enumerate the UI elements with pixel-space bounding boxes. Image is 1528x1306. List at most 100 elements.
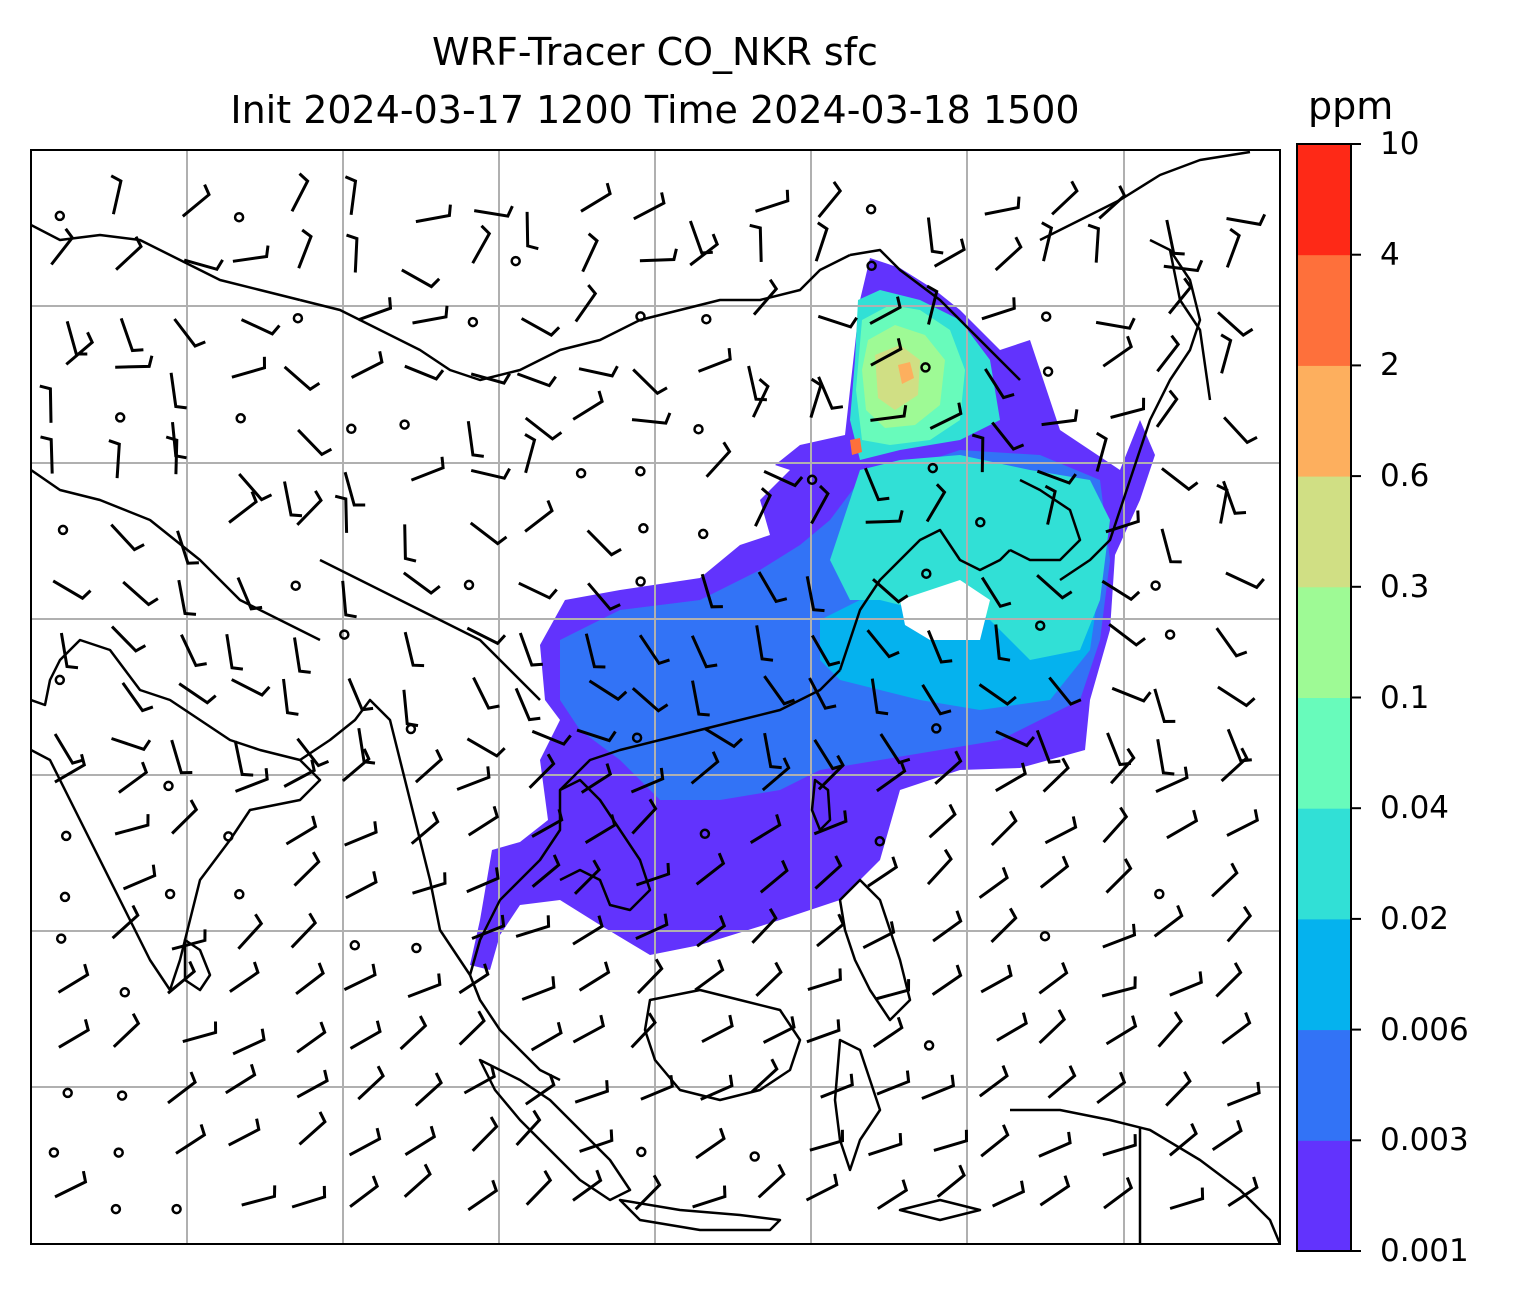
wind-barb	[110, 625, 147, 653]
wind-barb	[407, 973, 442, 999]
wind-barb	[572, 1169, 603, 1202]
calm-wind-marker	[114, 412, 126, 423]
wind-barb	[1220, 747, 1249, 783]
wind-barb	[639, 248, 678, 263]
wind-barb	[238, 473, 273, 502]
wind-barb	[584, 814, 617, 844]
wind-barb	[817, 314, 858, 329]
wind-barb	[817, 376, 844, 410]
calm-wind-marker	[223, 831, 234, 842]
wind-barb	[225, 633, 244, 671]
calm-wind-marker	[575, 468, 587, 479]
coastline-sri-lanka	[183, 938, 212, 992]
wind-barb	[572, 390, 604, 421]
wind-barb	[344, 175, 358, 215]
wind-barb	[820, 1073, 854, 1099]
calm-wind-marker	[1154, 888, 1165, 900]
wind-barb	[690, 751, 720, 785]
wind-barb	[763, 732, 782, 770]
wind-barb	[761, 757, 791, 792]
wind-barb	[749, 813, 782, 844]
wind-barb	[704, 727, 744, 749]
colorbar-band	[1297, 365, 1351, 477]
wind-barb	[971, 433, 985, 473]
calm-wind-marker	[59, 891, 71, 903]
wind-barb	[514, 687, 541, 722]
colorbar-band	[1297, 918, 1351, 1031]
wind-barb	[531, 729, 572, 746]
wind-barb	[531, 808, 564, 838]
wind-barb	[403, 524, 417, 563]
wind-barb	[759, 859, 789, 894]
wind-barb	[809, 1129, 845, 1152]
calm-wind-marker	[931, 723, 942, 734]
wind-barb	[176, 530, 199, 565]
wind-barb	[170, 739, 193, 775]
wind-barb	[868, 1133, 903, 1157]
wind-barb	[110, 523, 145, 552]
wind-barb	[995, 730, 1036, 748]
plume-band-0.02	[830, 455, 1110, 660]
wind-barb	[814, 855, 843, 890]
wind-barb	[925, 483, 947, 523]
wind-barb	[1226, 809, 1259, 837]
border-china-south	[319, 558, 541, 701]
wind-barb	[520, 317, 561, 337]
wind-barb	[1156, 334, 1181, 373]
wind-barb	[1102, 923, 1137, 949]
calm-wind-marker	[54, 674, 66, 686]
wind-barb	[933, 238, 966, 268]
wind-barb	[414, 748, 444, 784]
wind-barb	[111, 737, 152, 752]
wind-barb	[630, 1012, 657, 1049]
calm-wind-marker	[411, 942, 422, 954]
wind-barb	[1105, 858, 1133, 894]
wind-barb	[298, 1111, 327, 1146]
wind-barb	[183, 258, 224, 272]
wind-barb	[466, 420, 485, 458]
wind-barb	[640, 1075, 674, 1101]
calm-wind-marker	[463, 579, 475, 591]
wind-barb	[588, 679, 628, 702]
wind-barb	[110, 174, 123, 215]
wind-barb	[412, 305, 449, 325]
wind-barb	[866, 629, 900, 659]
wind-barb	[579, 1129, 614, 1153]
wind-barb	[282, 678, 299, 716]
wind-barb	[584, 633, 606, 669]
wind-barb	[1035, 729, 1061, 764]
coastline-sakhalin	[1168, 249, 1212, 401]
colorbar-tick-label: 2	[1380, 347, 1400, 384]
wind-barb	[990, 810, 1018, 847]
wind-barb	[171, 929, 207, 951]
wind-barb	[635, 862, 671, 887]
wind-barb	[1225, 227, 1241, 268]
wind-barb	[635, 913, 669, 940]
wind-barb	[1048, 676, 1082, 706]
colorbar-tick-label: 0.1	[1380, 679, 1430, 716]
wind-barb	[345, 870, 378, 900]
coastline-china-east	[838, 528, 1011, 671]
wind-barb	[414, 1072, 443, 1107]
wind-barb	[1153, 688, 1176, 724]
colorbar-tick-label: 0.3	[1380, 568, 1430, 605]
wind-barb	[573, 859, 601, 895]
wind-barb	[872, 1016, 904, 1049]
coastline-indochina	[468, 778, 652, 976]
wind-barb	[1109, 747, 1136, 785]
wind-barb	[231, 356, 267, 379]
wind-barb	[755, 625, 774, 662]
wind-barb	[415, 204, 452, 224]
wind-barb	[115, 355, 154, 369]
wind-barb	[574, 284, 598, 323]
wind-barb	[1051, 180, 1079, 216]
wind-barb	[1098, 185, 1127, 220]
wind-barb	[1111, 686, 1152, 703]
border-china-mongolia	[299, 253, 851, 382]
wind-barb	[241, 1185, 277, 1207]
wind-barb	[171, 799, 199, 835]
wind-barb	[1041, 409, 1079, 427]
wind-barb	[864, 467, 890, 502]
wind-barb	[1038, 1009, 1067, 1044]
coastline-timor	[898, 1198, 982, 1222]
